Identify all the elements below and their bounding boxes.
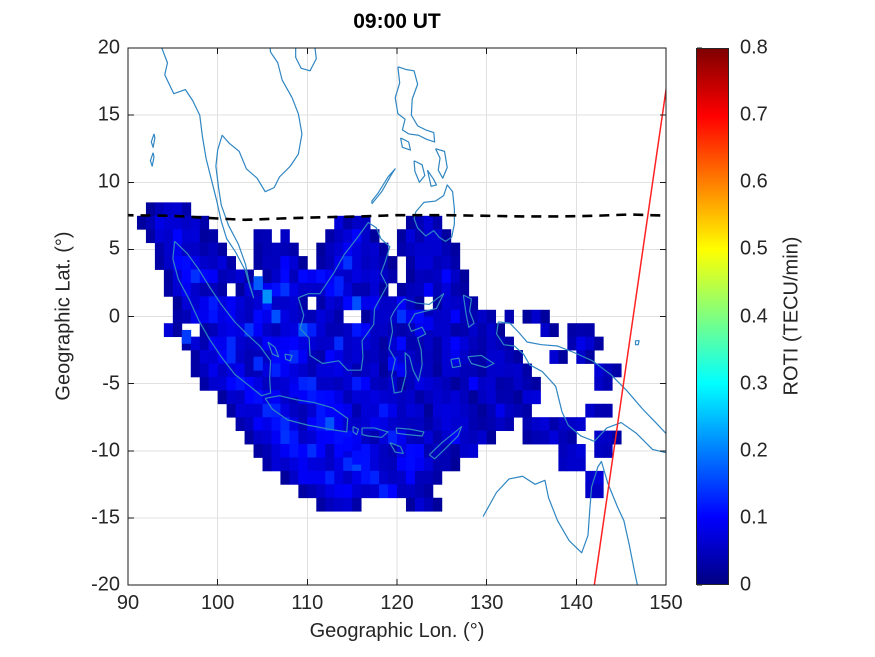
colorbar-tick-label-0.7: 0.7 (740, 103, 768, 126)
coastline-andaman-1 (150, 133, 156, 148)
colorbar-tick-label-0.1: 0.1 (740, 506, 768, 529)
coastline-sumatra (172, 240, 272, 397)
coastline-sulawesi (388, 293, 445, 394)
colorbar-tick-label-0.5: 0.5 (740, 237, 768, 260)
coastline-samar-leyte (435, 148, 448, 179)
coastline-panay-negros (413, 160, 426, 183)
x-tick-label-150: 150 (649, 592, 683, 614)
coastline-bismarck-islet (634, 340, 640, 346)
coastline-timor (428, 425, 463, 460)
y-tick-label--10: -10 (91, 439, 120, 462)
x-tick-label-120: 120 (380, 592, 414, 614)
coastlines (149, 48, 666, 585)
y-tick-label-15: 15 (97, 103, 120, 126)
y-tick-label-10: 10 (97, 170, 120, 193)
plot-title: 09:00 UT (353, 10, 441, 33)
y-tick-label--15: -15 (91, 506, 120, 529)
coastline-australia (482, 460, 638, 585)
coastline-seram (467, 354, 495, 369)
x-tick-label-90: 90 (116, 592, 140, 614)
overlay-lines (128, 84, 666, 585)
x-tick-label-130: 130 (469, 592, 504, 614)
roti-heatmap-cells (136, 202, 622, 512)
coastline-belitung (284, 353, 293, 362)
colorbar-tick-label-0.8: 0.8 (740, 36, 768, 59)
coastline-mindanao (413, 184, 455, 242)
coastline-cebu-bohol (426, 169, 438, 187)
colorbar-tick-label-0.6: 0.6 (740, 170, 768, 193)
x-tick-label-140: 140 (559, 592, 594, 614)
x-tick-label-100: 100 (200, 592, 235, 614)
colorbar-tick-label-0.4: 0.4 (740, 305, 768, 327)
y-tick-label-20: 20 (97, 36, 120, 59)
coastline-halmahera (462, 294, 475, 328)
y-tick-label--20: -20 (91, 573, 120, 596)
axes-frame (127, 47, 667, 586)
coastline-hainan (295, 48, 317, 72)
coastline-borneo (297, 221, 391, 371)
coastline-palawan (371, 168, 396, 205)
magnetic-equator-dashed-line (128, 213, 666, 222)
colorbar (696, 48, 729, 585)
colorbar-tick-label-0.3: 0.3 (740, 372, 768, 395)
coastline-bali (352, 426, 360, 436)
coastline-new-guinea (495, 321, 666, 454)
coastline-andaman-2 (149, 152, 155, 167)
coastline-mindoro (399, 137, 412, 151)
terminator-line (593, 84, 666, 585)
x-axis-label: Geographic Lon. (°) (309, 620, 485, 642)
coastline-lombok-sumbawa (361, 427, 389, 438)
coastline-flores (395, 427, 425, 437)
y-tick-label-0: 0 (108, 305, 120, 327)
y-tick-label-5: 5 (108, 237, 120, 260)
coastline-buru (450, 357, 462, 369)
coastline-sumba (389, 442, 404, 455)
x-tick-label-110: 110 (291, 592, 324, 614)
coastline-luzon (394, 66, 436, 143)
coastline-bangka (267, 341, 280, 358)
coastline-java (264, 395, 349, 433)
y-tick-label--5: -5 (102, 372, 120, 395)
colorbar-tick-label-0.2: 0.2 (740, 439, 768, 462)
coastline-indochina-malay-mainland (161, 48, 303, 299)
colorbar-tick-label-0: 0 (740, 573, 752, 596)
